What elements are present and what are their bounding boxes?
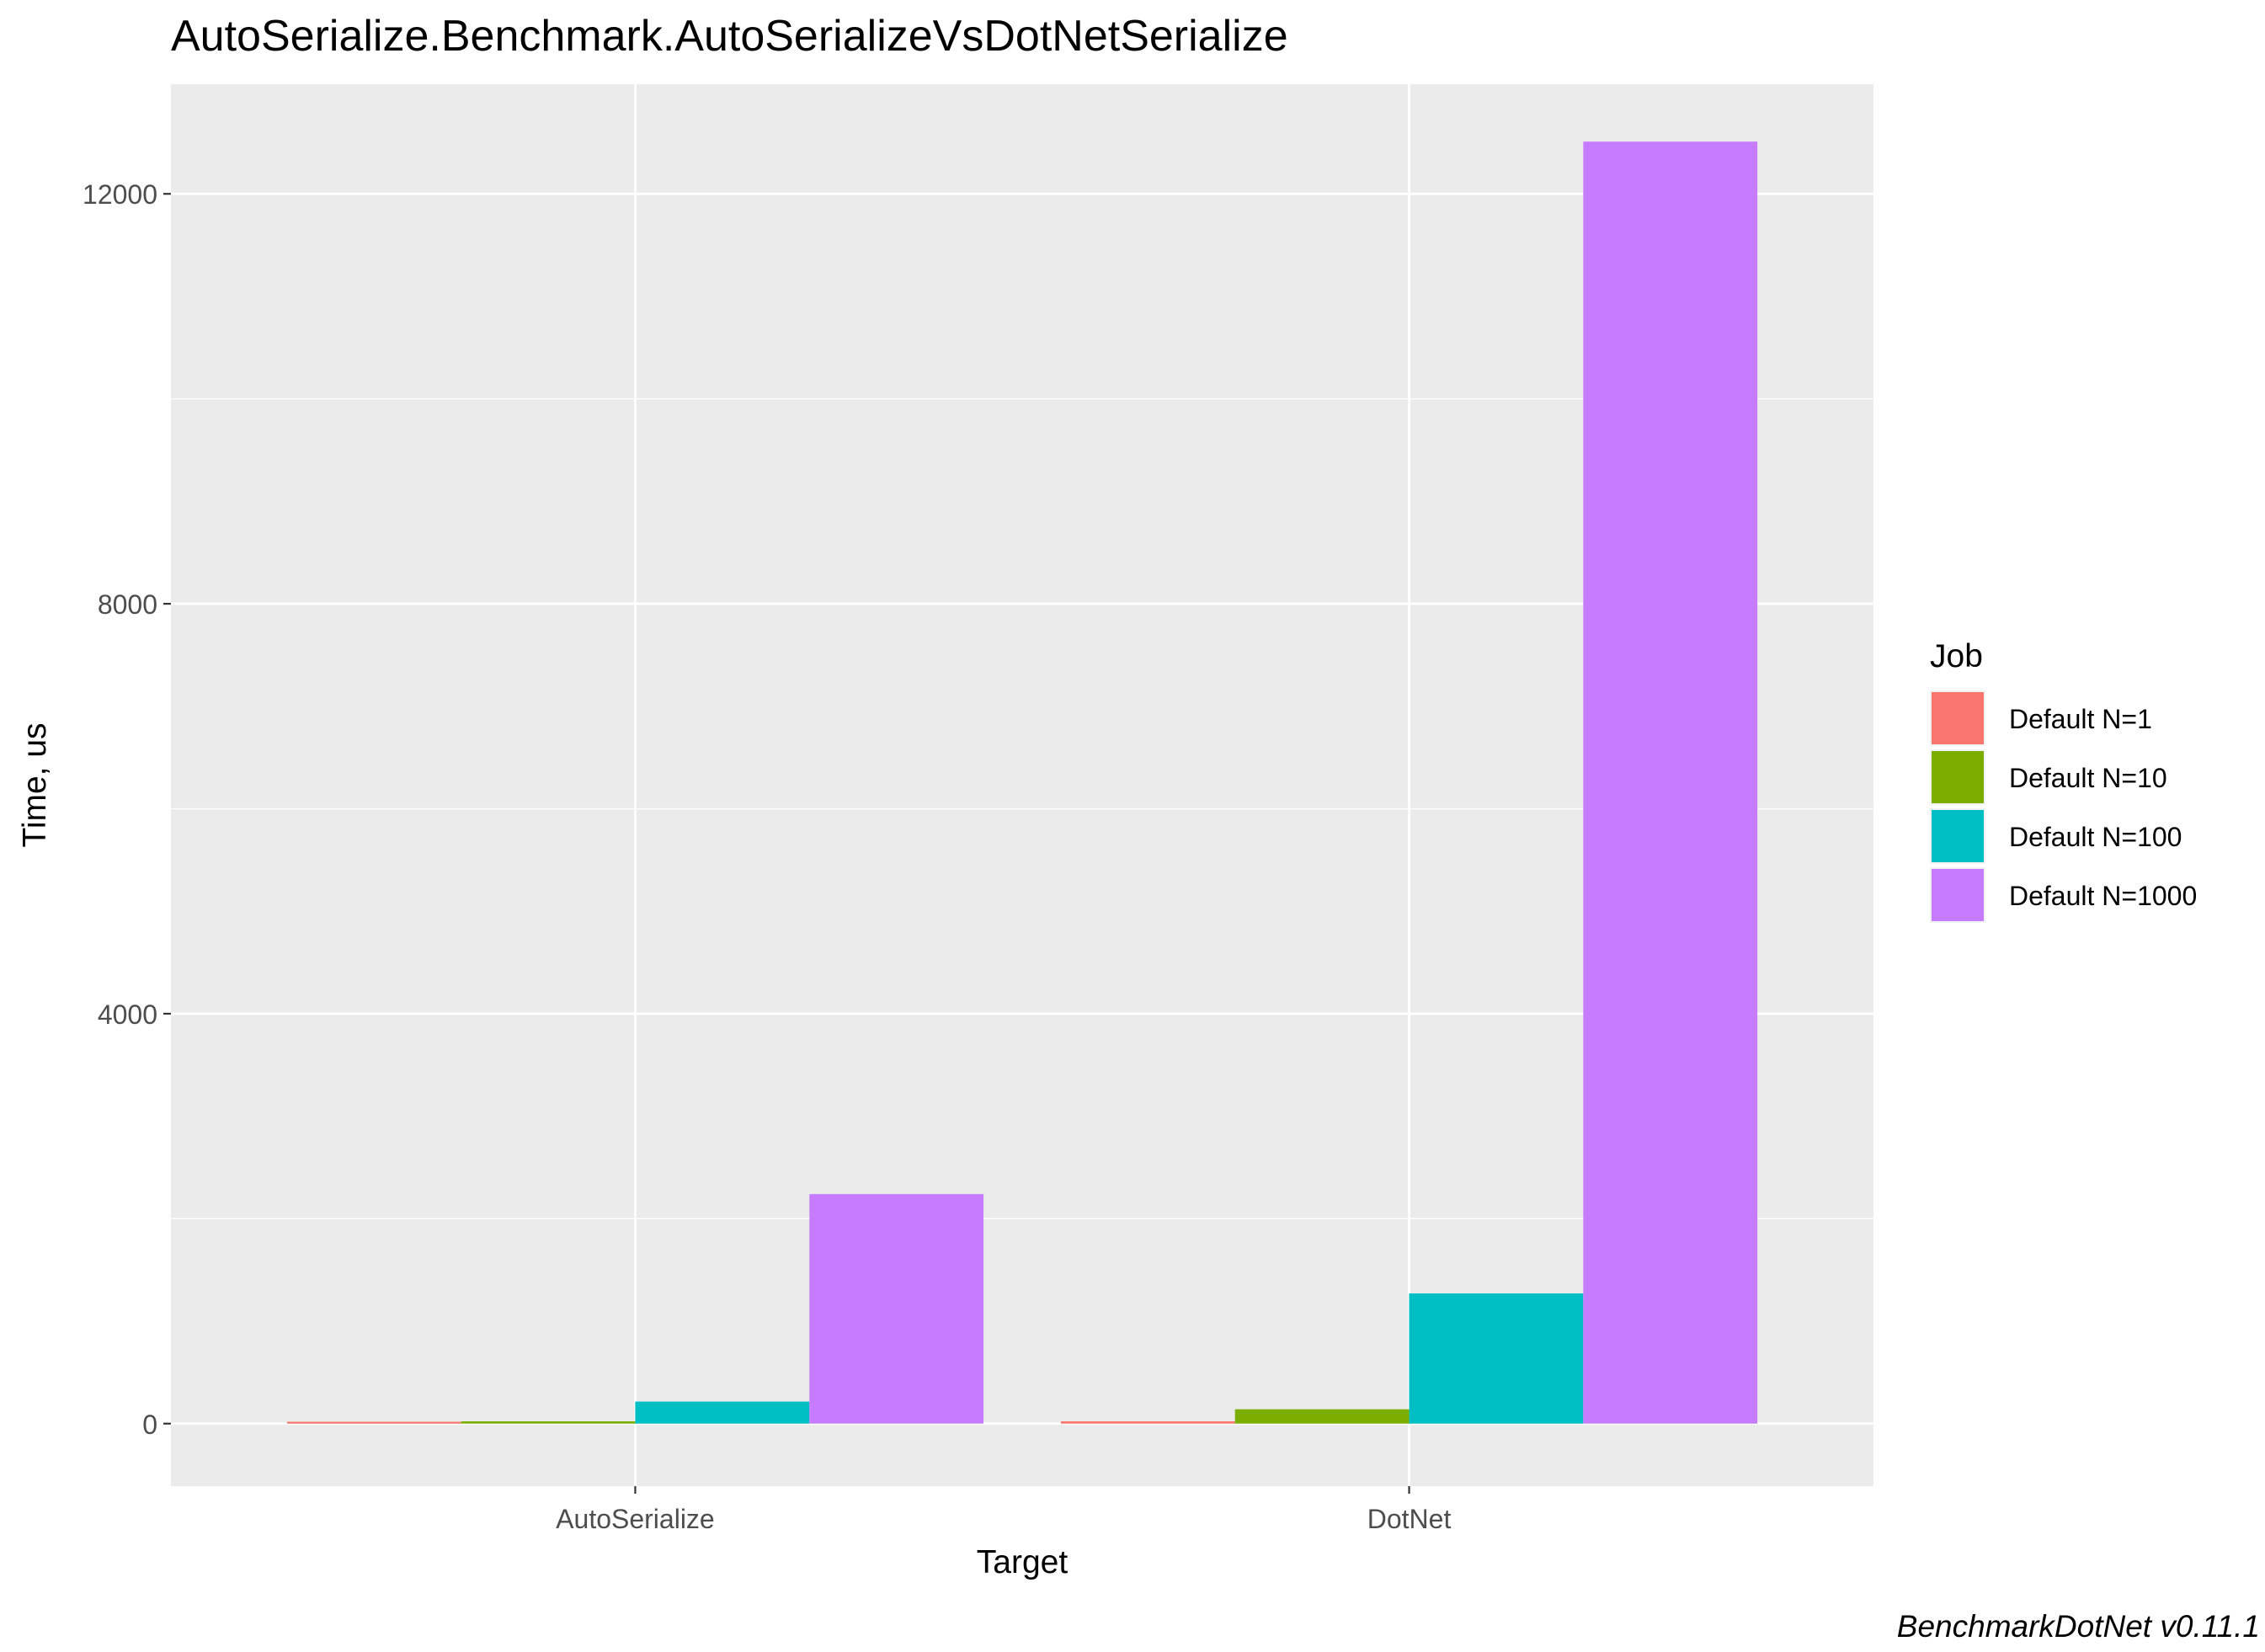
bar (286, 1421, 461, 1424)
legend-label: Default N=1 (2009, 704, 2152, 734)
bar (1234, 1409, 1410, 1424)
y-tick-label: 8000 (98, 589, 157, 620)
chart-title: AutoSerialize.Benchmark.AutoSerializeVsD… (171, 12, 1288, 61)
legend-title: Job (1930, 638, 1983, 674)
x-tick-label: DotNet (1367, 1504, 1452, 1534)
caption: BenchmarkDotNet v0.11.1 (1897, 1609, 2260, 1644)
y-axis-label: Time, us (17, 722, 53, 847)
bars (286, 141, 1758, 1424)
legend-label: Default N=1000 (2009, 881, 2197, 911)
bar (635, 1401, 810, 1424)
bar (461, 1421, 636, 1424)
y-axis: 0 4000 8000 12000 (83, 179, 171, 1440)
x-axis-label: Target (977, 1544, 1069, 1580)
legend-label: Default N=10 (2009, 763, 2167, 793)
x-tick-label: AutoSerialize (556, 1504, 715, 1534)
legend-swatch (1932, 810, 1984, 862)
bar (1409, 1293, 1584, 1424)
y-tick-label: 0 (142, 1410, 157, 1440)
y-tick-label: 12000 (83, 179, 157, 210)
x-axis: AutoSerialize DotNet (556, 1486, 1451, 1534)
bar (1583, 141, 1758, 1424)
bar (809, 1194, 984, 1424)
legend-swatch (1932, 869, 1984, 921)
legend: Job Default N=1 Default N=10 Default N=100… (1930, 638, 2197, 923)
legend-label: Default N=100 (2009, 822, 2182, 852)
legend-swatch (1932, 692, 1984, 744)
y-tick-label: 4000 (98, 999, 157, 1030)
bar (1060, 1421, 1235, 1424)
legend-swatch (1932, 751, 1984, 803)
